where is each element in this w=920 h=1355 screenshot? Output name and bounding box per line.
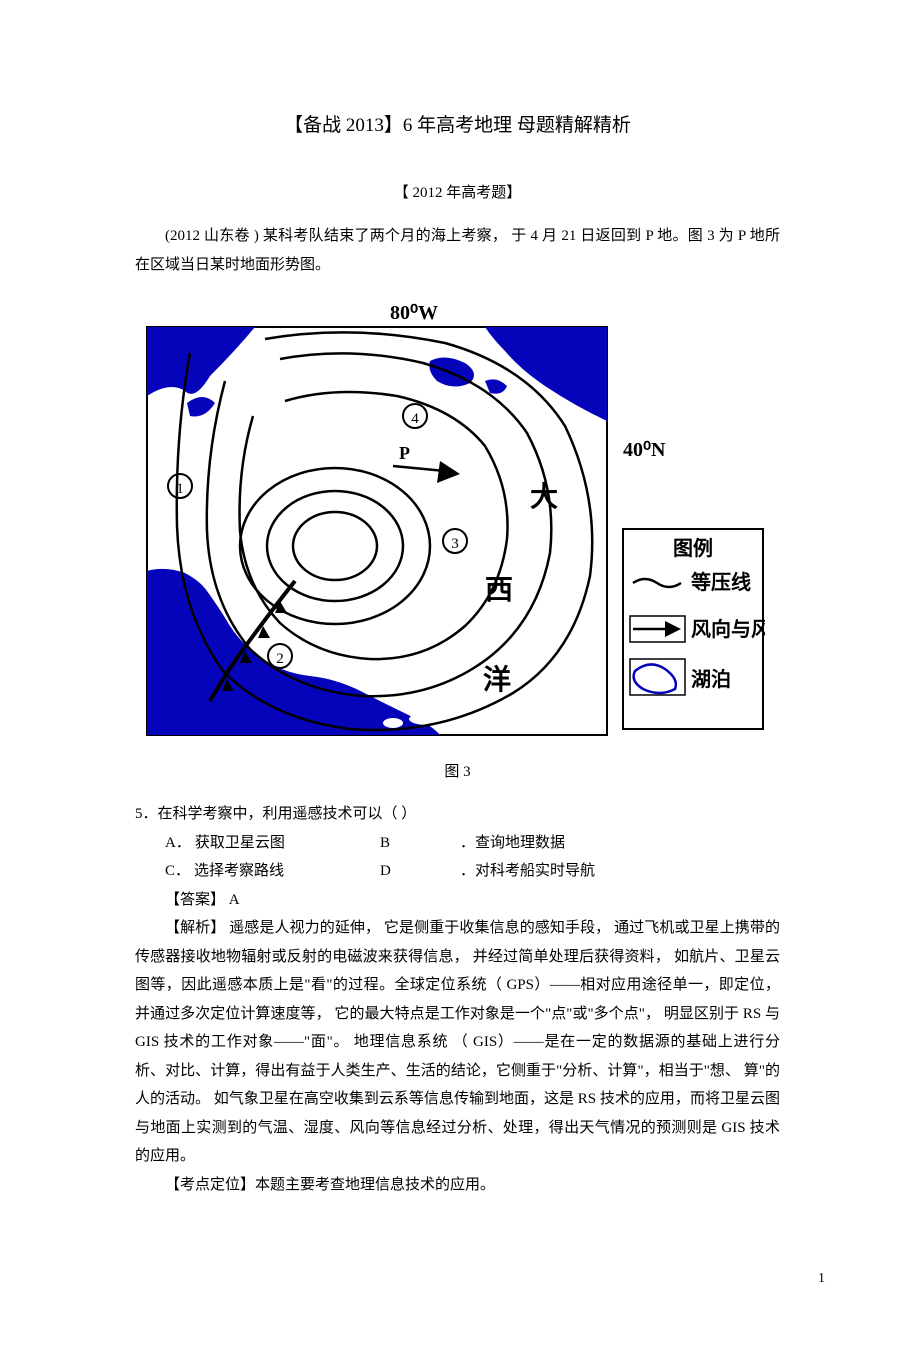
point-p: P [399, 443, 410, 463]
marker-3: 3 [451, 536, 459, 552]
q-number: 5． [135, 806, 158, 822]
kaodian-paragraph: 【考点定位】本题主要考查地理信息技术的应用。 [135, 1171, 780, 1200]
ocean-label-1: 大 [530, 481, 558, 513]
options-row-1: A． 获取卫星云图 B ． 查询地理数据 [165, 829, 780, 858]
explain-text: 遥感是人视力的延伸， 它是侧重于收集信息的感知手段， 通过飞机或卫星上携带的传感… [135, 920, 780, 1164]
legend-title: 图例 [673, 536, 713, 560]
legend-item-2: 风向与风 [691, 617, 765, 641]
ocean-label-2: 西 [485, 575, 513, 606]
figure-container: 80⁰W 1 [135, 291, 780, 752]
marker-4: 4 [411, 411, 419, 427]
latitude-label: 40⁰N [623, 439, 666, 461]
options-row-2: C． 选择考察路线 D ． 对科考船实时导航 [165, 857, 780, 886]
marker-1: 1 [176, 481, 184, 497]
legend-item-1: 等压线 [691, 570, 751, 594]
answer-label: 【答案】 A [165, 886, 780, 915]
figure-caption: 图 3 [135, 758, 780, 787]
opt-d-label: D [380, 857, 391, 886]
legend-item-3: 湖泊 [691, 668, 731, 691]
ocean-label-3: 洋 [483, 663, 511, 696]
explain-paragraph: 【解析】 遥感是人视力的延伸， 它是侧重于收集信息的感知手段， 通过飞机或卫星上… [135, 914, 780, 1171]
opt-a-text: 获取卫星云图 [195, 829, 285, 858]
kaodian-label: 【考点定位】 [165, 1177, 255, 1193]
answer-block: 【答案】 A [165, 886, 780, 915]
opt-b-text: 查询地理数据 [475, 829, 565, 858]
opt-a-label: A． [165, 829, 191, 858]
map-figure: 80⁰W 1 [135, 291, 765, 741]
explain-label: 【解析】 [165, 920, 225, 936]
opt-b-label: B [380, 829, 390, 858]
intro-paragraph: (2012 山东卷 ) 某科考队结束了两个月的海上考察， 于 4 月 21 日返… [135, 222, 780, 279]
opt-b-dot: ． [460, 829, 475, 858]
opt-d-text: 对科考船实时导航 [475, 857, 595, 886]
opt-c-text: 选择考察路线 [194, 857, 284, 886]
longitude-label: 80⁰W [390, 302, 438, 324]
kaodian-text: 本题主要考查地理信息技术的应用。 [255, 1177, 495, 1193]
question-block: 5．在科学考察中，利用遥感技术可以（ ） A． 获取卫星云图 B ． 查询地理数… [135, 800, 780, 1199]
opt-c-label: C． [165, 857, 190, 886]
opt-d-dot: ． [460, 857, 475, 886]
document-title: 【备战 2013】6 年高考地理 母题精解精析 [135, 108, 780, 144]
lake-2 [383, 718, 403, 728]
q-text: 在科学考察中，利用遥感技术可以（ ） [158, 806, 417, 822]
question-stem: 5．在科学考察中，利用遥感技术可以（ ） [135, 800, 780, 829]
page-number: 1 [818, 1266, 825, 1293]
section-heading: 【 2012 年高考题】 [135, 179, 780, 208]
marker-2: 2 [276, 651, 284, 667]
